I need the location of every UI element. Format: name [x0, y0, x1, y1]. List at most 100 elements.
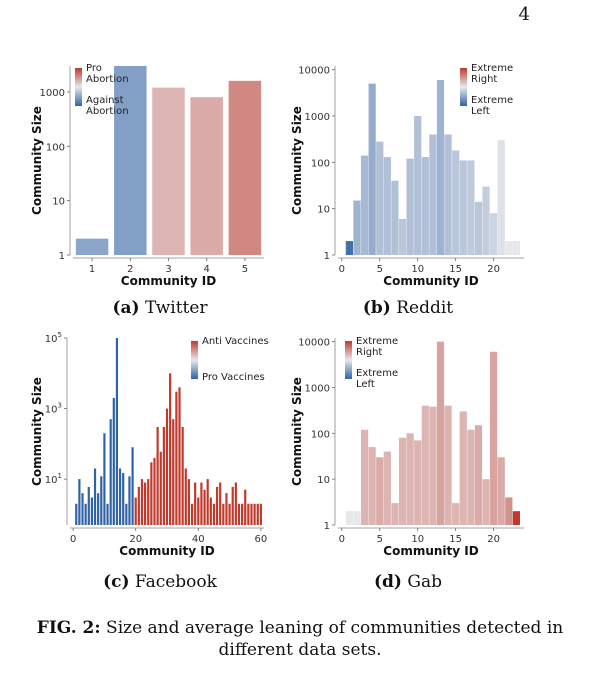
subcaption-gab: (d) Gab — [318, 572, 498, 592]
bar — [87, 486, 90, 525]
reddit-chart: 1 10 100 1000 10000 0 5 10 15 20 Community ID Commu… — [290, 63, 524, 288]
y-tick-label: 10000 — [298, 66, 330, 77]
bar — [490, 351, 498, 525]
bar — [256, 503, 259, 525]
bar — [156, 426, 159, 525]
bar — [234, 482, 237, 525]
bar — [131, 447, 134, 525]
bar — [172, 419, 175, 525]
bar — [444, 405, 452, 525]
y-tick-label: 100 — [311, 158, 330, 169]
subcaption-label: (a) — [112, 298, 140, 318]
x-tick-label: 3 — [165, 264, 171, 275]
bar — [118, 468, 122, 525]
bar — [398, 437, 407, 525]
y-tick-label: 1000 — [40, 88, 65, 99]
bar — [137, 486, 140, 525]
x-tick-label: 5 — [377, 264, 383, 275]
bar — [187, 479, 190, 525]
x-tick-label: 15 — [449, 264, 462, 275]
bar — [215, 486, 219, 525]
legend-bottom-label: Extreme Left — [471, 95, 513, 117]
bar — [190, 503, 194, 525]
bar — [467, 160, 475, 255]
bar — [222, 503, 225, 525]
bar — [93, 468, 97, 525]
legend-bottom-label: Extreme Left — [356, 368, 398, 390]
x-axis-title: Community ID — [383, 274, 478, 288]
legend-colorbar — [191, 341, 198, 379]
bar — [376, 141, 384, 255]
subcaption-label: (c) — [103, 572, 130, 592]
subcaption-twitter: (a) Twitter — [70, 298, 250, 318]
bar — [75, 503, 78, 525]
legend-colorbar — [460, 68, 467, 106]
bar — [122, 472, 125, 525]
bar — [436, 341, 445, 525]
subcaption-name: Facebook — [134, 572, 217, 592]
bar — [228, 80, 262, 255]
legend-top-label: Pro Abortion — [86, 63, 129, 85]
bar — [165, 408, 169, 525]
figure-caption-label: FIG. 2: — [36, 618, 101, 638]
bar — [231, 486, 234, 525]
bar — [429, 406, 437, 525]
bar — [75, 238, 109, 255]
x-tick-label: 20 — [487, 534, 500, 545]
bar — [225, 493, 228, 525]
bar — [353, 511, 361, 525]
bar — [209, 497, 212, 525]
bar — [175, 391, 178, 525]
bar — [360, 155, 369, 255]
y-tick-label: 1000 — [305, 383, 330, 394]
bar — [512, 241, 521, 255]
x-tick-label: 5 — [242, 264, 248, 275]
bar — [152, 87, 185, 255]
bar — [81, 493, 84, 525]
x-axis-title: Community ID — [121, 274, 216, 288]
bar — [206, 479, 209, 525]
bar — [505, 241, 513, 255]
bar — [421, 405, 429, 525]
bar — [497, 457, 505, 525]
bar — [237, 503, 241, 525]
bar — [345, 241, 353, 255]
bar — [114, 66, 147, 255]
bar — [203, 489, 206, 525]
bar — [368, 83, 376, 255]
twitter-chart: 1 10 100 1000 1 2 3 4 5 Community ID Community Siz… — [30, 63, 264, 288]
bar — [360, 429, 369, 525]
bar — [368, 447, 376, 525]
x-tick-label: 10 — [411, 264, 424, 275]
bar — [100, 476, 103, 525]
bar — [200, 482, 203, 525]
bar — [505, 497, 513, 525]
bar — [178, 387, 181, 525]
bar — [219, 482, 222, 525]
bar — [194, 482, 197, 525]
x-tick-label: 40 — [192, 534, 205, 545]
bar — [383, 451, 391, 525]
y-axis-title: Community Size — [30, 106, 44, 215]
bar — [414, 116, 422, 255]
bar — [406, 158, 414, 255]
subcaption-name: Twitter — [144, 298, 208, 318]
bar — [125, 503, 128, 525]
y-tick-label: 10000 — [298, 338, 330, 349]
y-tick-label: 10 — [52, 197, 65, 208]
legend-colorbar — [75, 68, 82, 106]
figure-caption: FIG. 2: Size and average leaning of comm… — [20, 617, 580, 661]
bar — [197, 497, 200, 525]
bar — [436, 79, 445, 255]
bar — [383, 157, 391, 255]
y-tick-label: 100 — [46, 142, 65, 153]
bar — [459, 160, 467, 255]
figure-caption-text: Size and average leaning of communities … — [106, 618, 564, 660]
bar — [106, 503, 109, 525]
y-tick-label: 1 — [324, 521, 330, 532]
subcaption-label: (d) — [374, 572, 402, 592]
bar — [181, 426, 184, 525]
bar — [512, 511, 521, 525]
bar — [345, 511, 353, 525]
bar — [103, 433, 106, 525]
